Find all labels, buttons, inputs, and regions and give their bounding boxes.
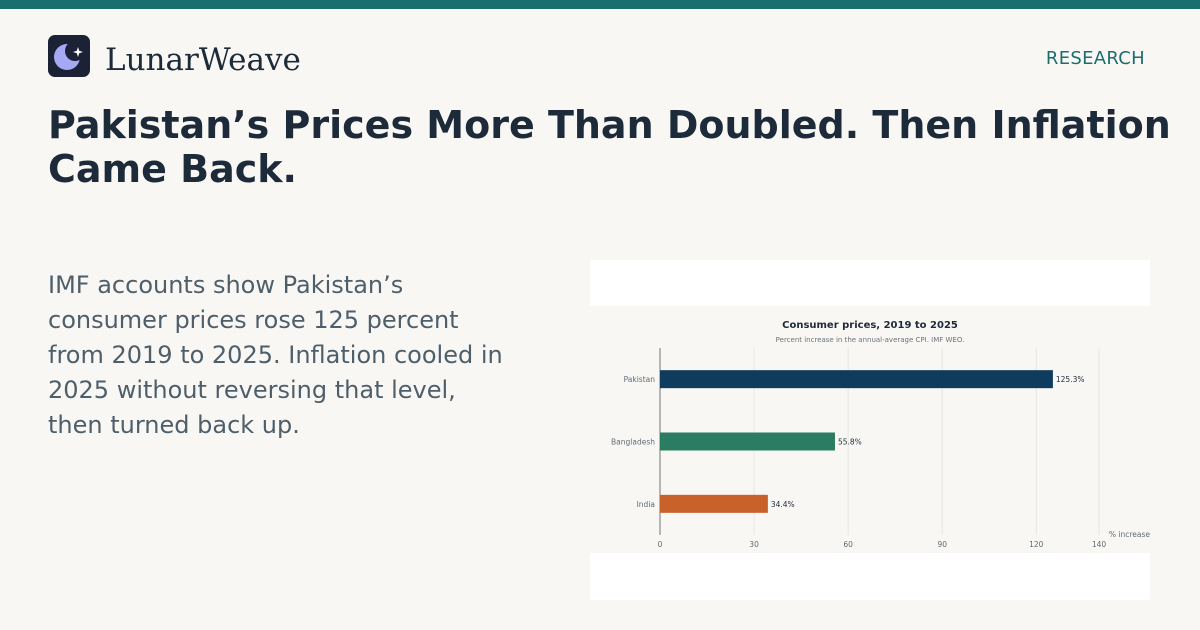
logo-mark xyxy=(48,35,90,77)
x-tick-label: 60 xyxy=(843,540,853,549)
category-label: Bangladesh xyxy=(611,438,655,447)
top-accent-bar xyxy=(0,0,1200,9)
data-label: 55.8% xyxy=(838,438,862,447)
x-tick-label: 90 xyxy=(937,540,947,549)
data-label: 125.3% xyxy=(1056,375,1085,384)
bar xyxy=(660,432,835,451)
chart-card: Consumer prices, 2019 to 2025 Percent in… xyxy=(590,260,1150,600)
chart-title: Consumer prices, 2019 to 2025 xyxy=(782,320,958,331)
x-tick-label: 30 xyxy=(749,540,759,549)
brand-name: LunarWeave xyxy=(105,42,301,78)
category-label: India xyxy=(637,500,655,509)
bar-chart: Consumer prices, 2019 to 2025 Percent in… xyxy=(611,320,1150,549)
x-tick-label: 0 xyxy=(658,540,663,549)
dek-paragraph: IMF accounts show Pakistan’s consumer pr… xyxy=(48,271,503,439)
x-tick-label: 140 xyxy=(1092,540,1107,549)
chart-panel-bottom xyxy=(590,553,1150,600)
x-axis-title: % increase xyxy=(1109,530,1150,539)
section-tag[interactable]: RESEARCH xyxy=(1045,48,1145,69)
data-label: 34.4% xyxy=(771,500,795,509)
chart-panel-top xyxy=(590,260,1150,306)
headline: Pakistan’s Prices More Than Doubled. The… xyxy=(48,103,1171,191)
bar xyxy=(660,494,768,513)
x-tick-label: 120 xyxy=(1029,540,1044,549)
bar xyxy=(660,370,1053,389)
moon-star-icon xyxy=(54,44,83,70)
chart-subtitle: Percent increase in the annual-average C… xyxy=(776,336,965,344)
category-label: Pakistan xyxy=(624,375,656,384)
